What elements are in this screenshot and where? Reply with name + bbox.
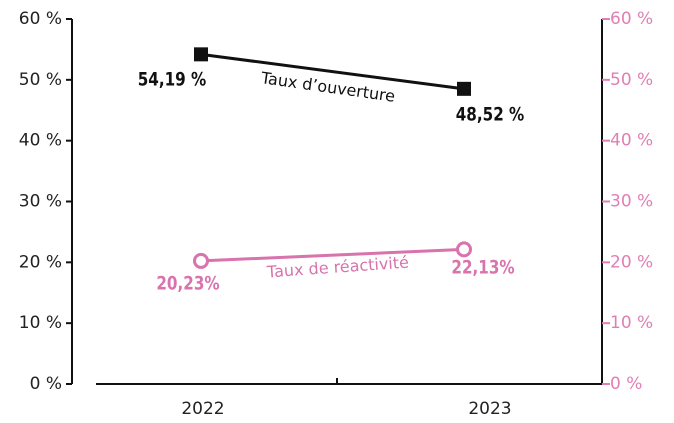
y-tick-label: 30 %	[19, 192, 62, 212]
marker	[457, 81, 471, 96]
value-label: 54,19 %	[138, 69, 207, 91]
y-tick-label: 10 %	[19, 313, 62, 333]
y2-tick-label: 30 %	[610, 192, 653, 212]
y2-tick-label: 60 %	[610, 9, 653, 29]
y2-tick-label: 10 %	[610, 313, 653, 333]
y-tick-label: 20 %	[19, 252, 62, 272]
value-label: 20,23%	[156, 273, 219, 295]
y2-tick-label: 20 %	[610, 252, 653, 272]
y-tick-label: 0 %	[30, 374, 62, 394]
line	[200, 52, 465, 91]
y-tick-label: 60 %	[19, 9, 62, 29]
x-tick-label: 2022	[181, 399, 224, 419]
value-label: 22,13%	[451, 257, 514, 279]
y2-tick-label: 50 %	[610, 70, 653, 90]
y-tick-label: 40 %	[19, 131, 62, 151]
series-label: Taux d’ouverture	[259, 68, 396, 106]
value-label: 48,52 %	[456, 104, 525, 126]
y2-tick-label: 0 %	[610, 374, 642, 394]
line	[200, 247, 465, 263]
marker	[456, 241, 472, 258]
y-tick-label: 50 %	[19, 70, 62, 90]
y2-tick-label: 40 %	[610, 131, 653, 151]
x-tick-label: 2023	[468, 399, 511, 419]
marker	[194, 47, 208, 62]
marker	[193, 252, 209, 269]
